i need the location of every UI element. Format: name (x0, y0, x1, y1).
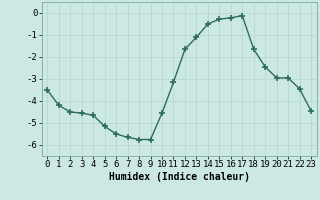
X-axis label: Humidex (Indice chaleur): Humidex (Indice chaleur) (109, 172, 250, 182)
